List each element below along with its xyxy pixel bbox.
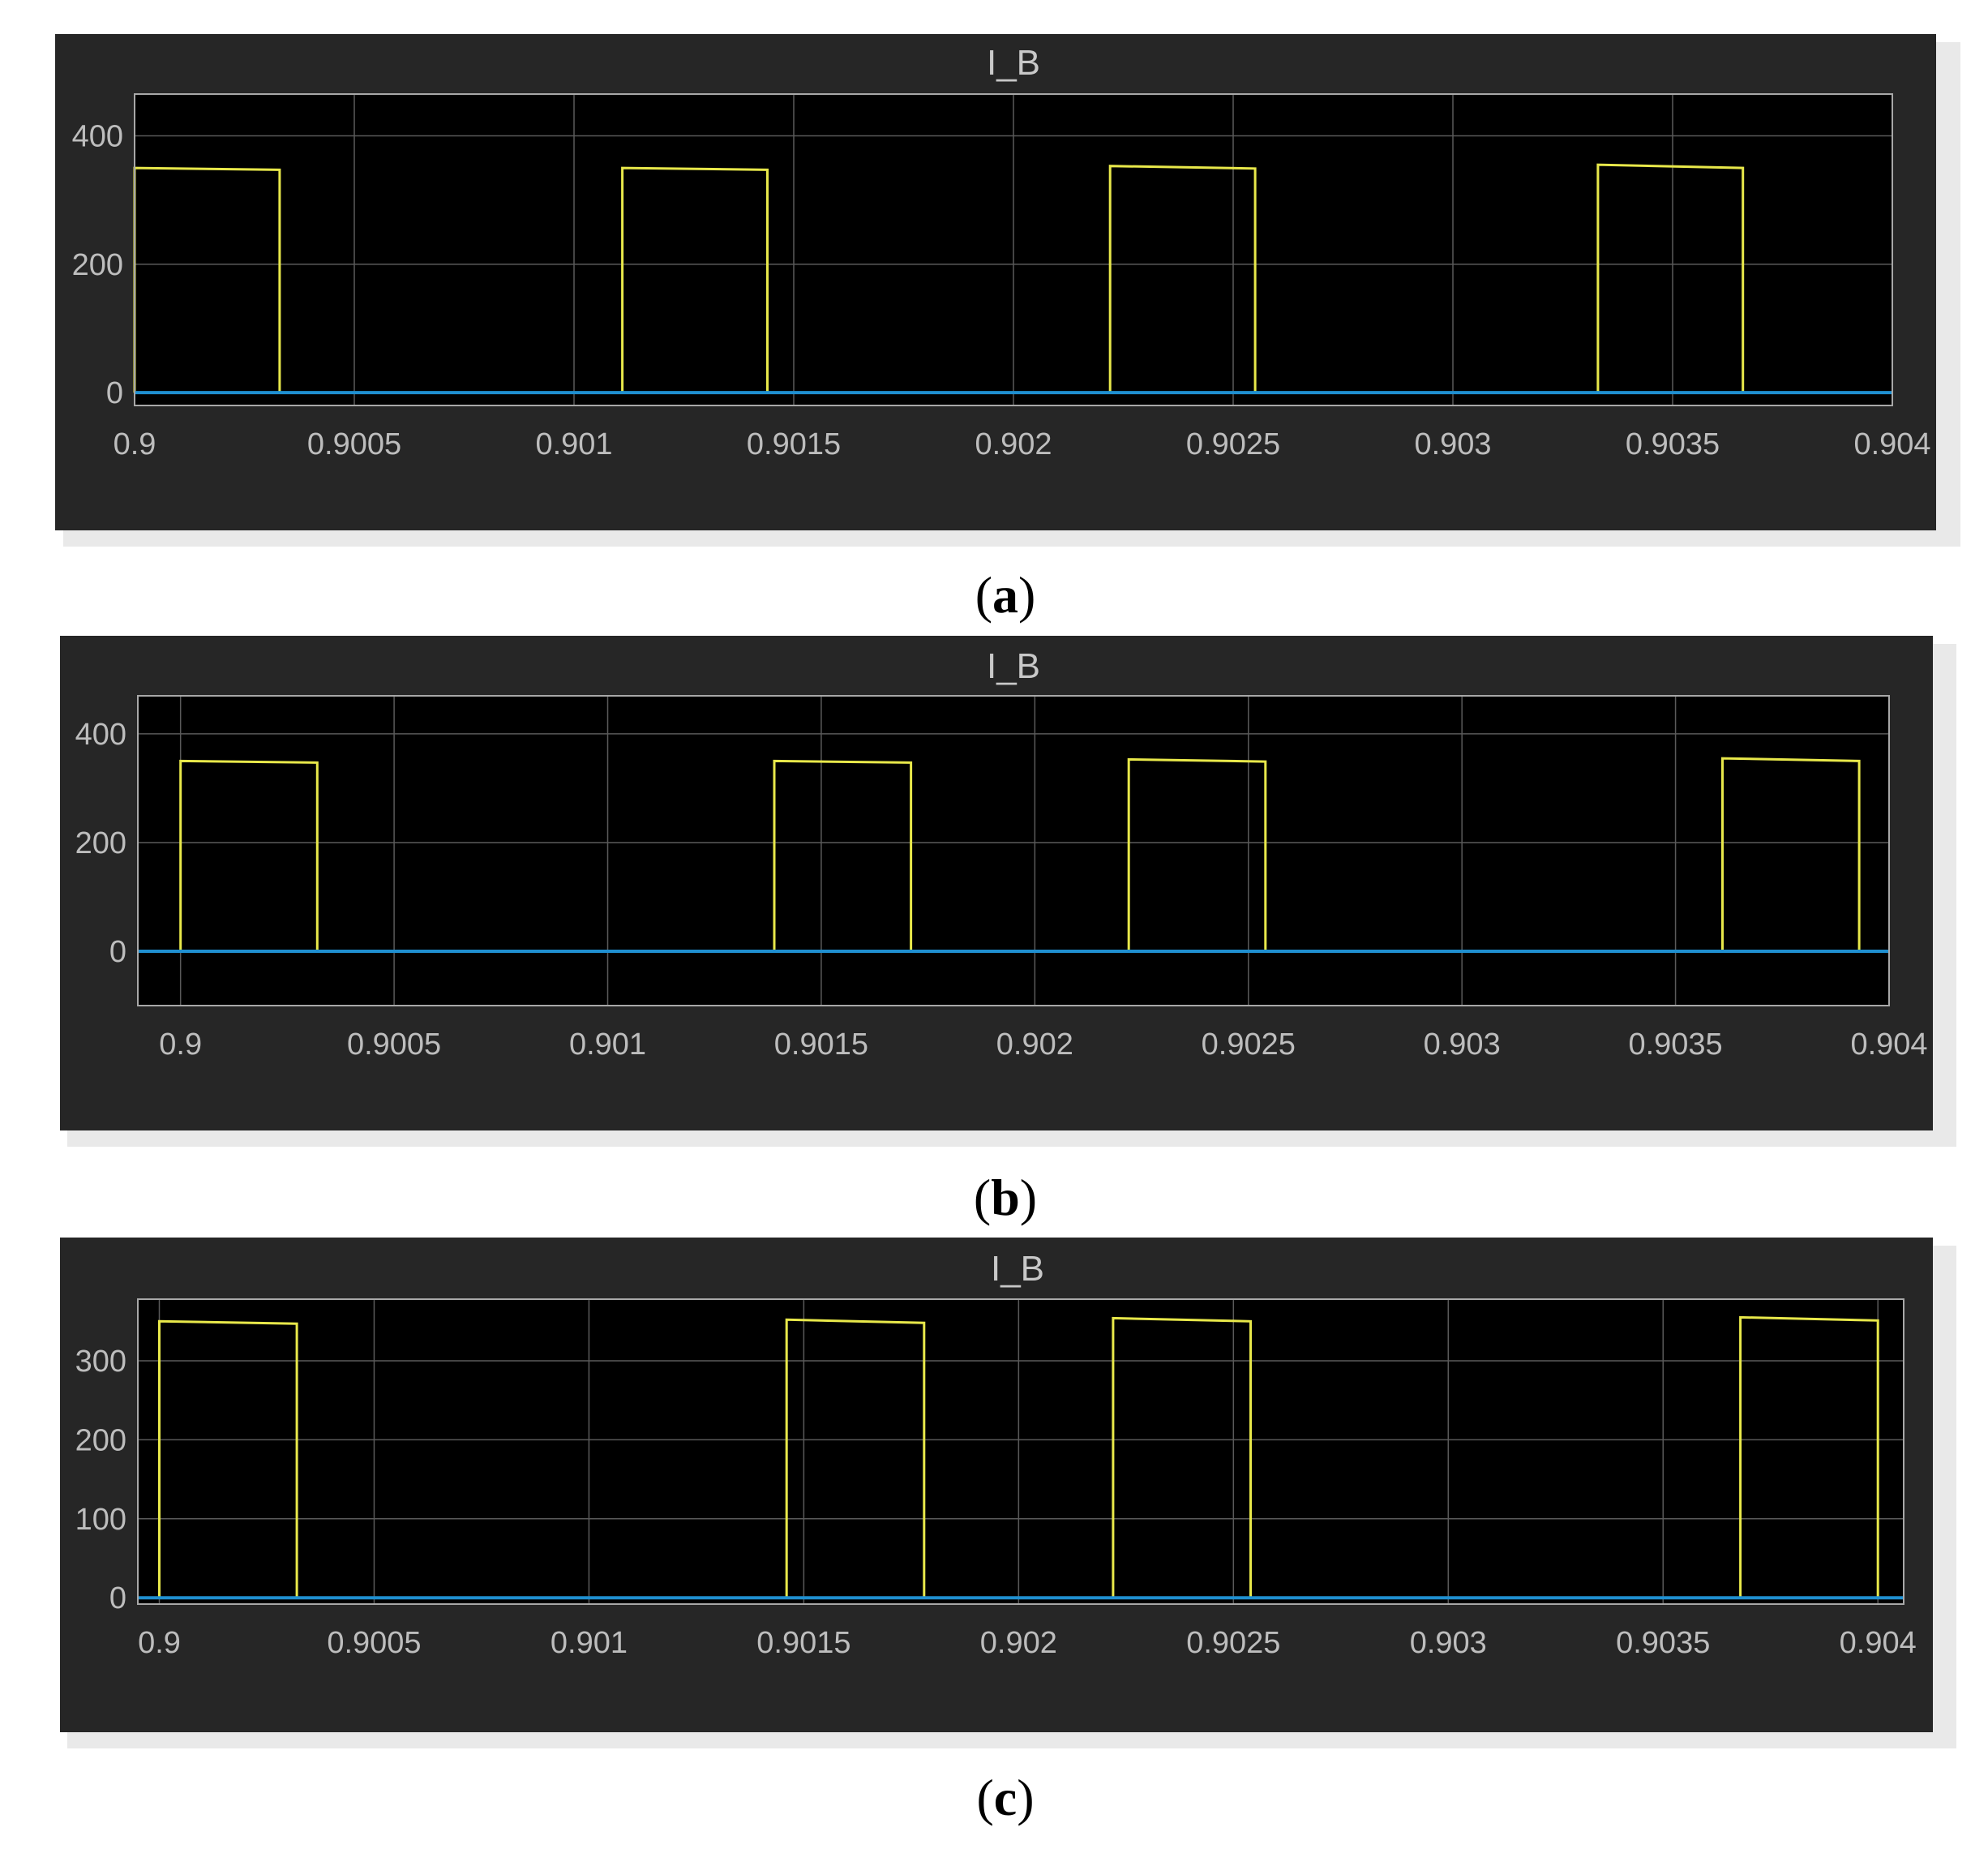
series-layer [138,1315,1904,1600]
x-tick-label: 0.902 [996,1027,1073,1062]
y-tick-label: 400 [75,718,126,752]
tick-labels: 0.9 0.9005 0.901 0.9015 0.902 0.9025 0.903 0.90… [75,1345,1917,1660]
chart-title: I_B [987,646,1040,686]
x-tick-label: 0.9 [159,1027,202,1062]
x-tick-label: 0.902 [975,427,1052,461]
x-tick-label: 0.9015 [747,427,841,461]
x-tick-label: 0.901 [551,1626,628,1660]
x-tick-label: 0.902 [980,1626,1057,1660]
x-tick-label: 0.9035 [1628,1027,1722,1062]
y-tick-label: 0 [109,935,126,969]
x-tick-label: 0.903 [1410,1626,1487,1660]
caption-letter: c [994,1769,1017,1826]
x-tick-label: 0.904 [1853,427,1930,461]
x-tick-label: 0.9015 [774,1027,868,1062]
y-tick-label: 0 [109,1581,126,1615]
x-tick-label: 0.901 [535,427,612,461]
x-tick-label: 0.9035 [1626,427,1720,461]
caption-letter: b [991,1169,1020,1226]
chart-title: I_B [991,1249,1044,1289]
caption-a: (a) [975,566,1036,624]
x-tick-label: 0.9035 [1616,1626,1710,1660]
x-tick-label: 0.901 [569,1027,646,1062]
x-tick-label: 0.9005 [307,427,401,461]
x-tick-label: 0.903 [1424,1027,1501,1062]
caption-letter: a [992,566,1018,624]
chart-panel-c: 0.9 0.9005 0.901 0.9015 0.902 0.9025 0.903 0.90… [60,1238,1956,1826]
x-tick-label: 0.904 [1840,1626,1917,1660]
caption-b: (b) [974,1169,1037,1226]
y-tick-label: 200 [72,248,123,282]
x-tick-label: 0.9005 [347,1027,441,1062]
tick-labels: 0.9 0.9005 0.901 0.9015 0.902 0.9025 0.903 0.90… [72,119,1931,461]
x-tick-label: 0.9025 [1186,1626,1280,1660]
series-layer [133,163,1892,395]
x-tick-label: 0.9025 [1186,427,1280,461]
y-tick-label: 400 [72,119,123,153]
tick-labels: 0.9 0.9005 0.901 0.9015 0.902 0.9025 0.903 0.90… [75,718,1928,1062]
chart-panel-a: 0.9 0.9005 0.901 0.9015 0.902 0.9025 0.903 0.90… [55,34,1960,624]
x-tick-label: 0.9 [138,1626,181,1660]
x-tick-label: 0.9005 [327,1626,421,1660]
plot-frame [137,1298,1904,1605]
caption-c: (c) [976,1769,1034,1826]
x-tick-label: 0.9025 [1202,1027,1296,1062]
y-tick-label: 100 [75,1503,126,1537]
chart-title: I_B [987,43,1040,83]
x-tick-label: 0.9 [114,427,156,461]
plot-frame [134,93,1893,406]
chart-panel-b: 0.9 0.9005 0.901 0.9015 0.902 0.9025 0.903 0.90… [60,636,1956,1226]
y-tick-label: 0 [106,376,123,410]
y-tick-label: 200 [75,826,126,860]
y-tick-label: 300 [75,1345,126,1379]
x-tick-label: 0.903 [1414,427,1491,461]
x-tick-label: 0.904 [1850,1027,1927,1062]
series-layer [138,757,1889,953]
plot-frame [137,695,1890,1006]
y-tick-label: 200 [75,1423,126,1457]
x-tick-label: 0.9015 [756,1626,850,1660]
plot-area [138,696,1889,1006]
plot-area [138,1299,1904,1604]
